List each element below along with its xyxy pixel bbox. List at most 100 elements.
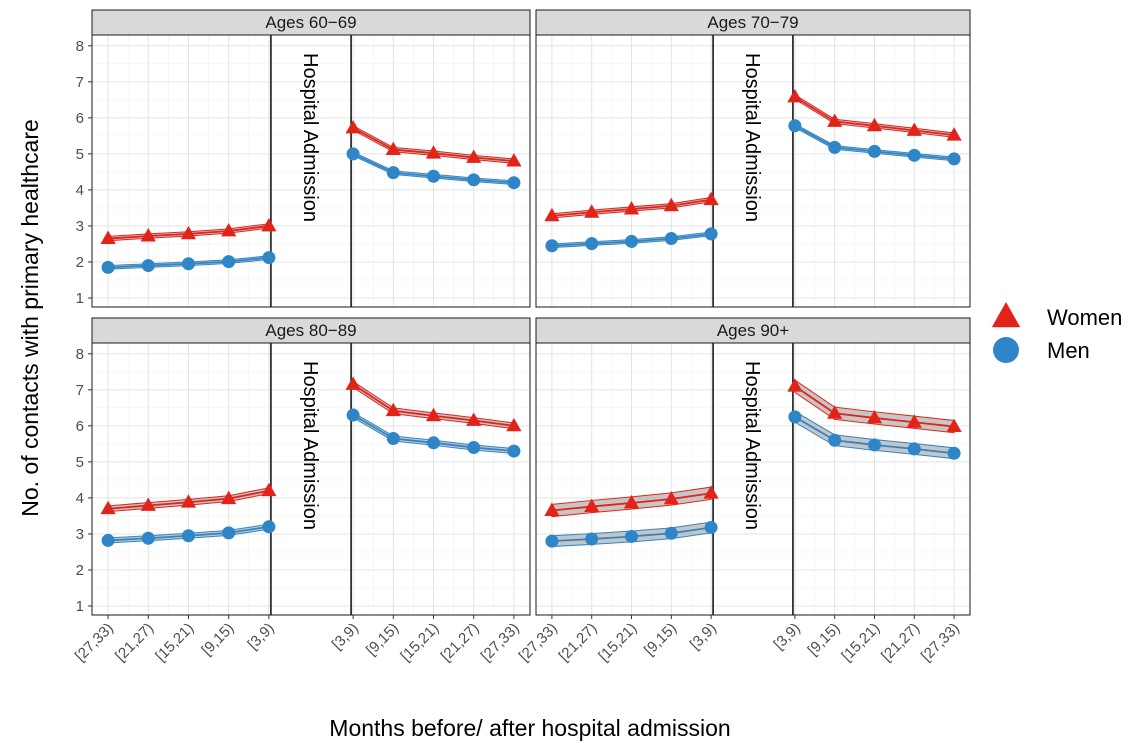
women-point (827, 113, 843, 127)
women-point (787, 88, 803, 103)
women-point (544, 207, 560, 222)
series-men (101, 408, 521, 547)
panel-strip (535, 9, 971, 36)
panel-strip (91, 9, 531, 36)
men-point (222, 255, 236, 269)
women-point (827, 405, 843, 419)
y-tick-label: 3 (76, 526, 84, 543)
x-tick-label: [9,15) (641, 620, 680, 659)
admission-label: Hospital Admission (299, 53, 321, 222)
panel-title: Ages 90+ (717, 321, 789, 340)
women-point (946, 418, 962, 433)
legend-circle-icon (993, 337, 1019, 363)
men-point (181, 529, 195, 543)
admission-label: Hospital Admission (741, 361, 763, 530)
series-men (101, 147, 521, 274)
women-point (140, 497, 156, 511)
men-point (704, 520, 718, 534)
men-point (788, 119, 802, 133)
legend: Women Men (991, 302, 1122, 363)
men-point (585, 532, 599, 546)
admission-label: Hospital Admission (741, 53, 763, 222)
women-point (866, 409, 883, 424)
women-point (466, 149, 482, 163)
y-axis-title: No. of contacts with primary healthcare (17, 119, 43, 517)
men-point (101, 260, 115, 274)
x-tick-label: [3,9) (770, 620, 803, 653)
y-tick-label: 8 (76, 346, 84, 363)
women-point (466, 412, 482, 426)
men-point (386, 431, 400, 445)
women-point (663, 490, 679, 505)
x-tick-label: [3,9) (244, 620, 277, 653)
y-tick-label: 1 (76, 290, 84, 307)
y-tick-label: 8 (76, 38, 84, 55)
x-tick-label: [15,21) (397, 620, 442, 665)
chart-panels: Ages 60−69 Hospital Admission Ages 70−79 Ho… (91, 9, 971, 616)
x-tick-labels: [27,33)[21,27)[15,21) [9,15) [3,9) [3,9) [9,… (72, 615, 963, 665)
panel-1: Ages 60−69 Hospital Admission (91, 9, 531, 308)
men-point (467, 440, 481, 454)
women-point (663, 197, 679, 212)
women-point (584, 204, 600, 218)
women-point (140, 228, 156, 242)
y-tick-label: 7 (76, 74, 84, 91)
y-tick-label: 4 (76, 182, 84, 199)
women-point (787, 378, 803, 392)
women-point (180, 225, 197, 240)
x-tick-label: [15,21) (838, 620, 883, 665)
men-point (346, 408, 360, 422)
women-point (100, 500, 116, 515)
women-point (425, 145, 442, 159)
women-point (703, 485, 719, 499)
women-point (261, 482, 277, 497)
panel-title: Ages 60−69 (265, 13, 356, 32)
y-tick-label: 2 (76, 562, 84, 579)
y-tick-label: 6 (76, 110, 84, 127)
y-tick-label: 6 (76, 418, 84, 435)
men-point (507, 176, 521, 190)
panel-strip (535, 317, 971, 344)
women-point (506, 417, 522, 432)
women-point (100, 230, 116, 244)
men-point (427, 169, 441, 183)
series-men (545, 410, 961, 548)
men-point (867, 144, 881, 158)
panel-border (535, 34, 971, 308)
x-tick-label: [27,33) (478, 620, 523, 665)
men-point (101, 533, 115, 547)
x-tick-label: [21,27) (555, 620, 600, 665)
men-point (507, 444, 521, 458)
women-point (623, 494, 640, 509)
women-point (261, 217, 277, 232)
panel-border (535, 342, 971, 616)
panel-border (91, 342, 531, 616)
men-point (386, 166, 400, 180)
women-point (345, 376, 361, 390)
women-point (866, 117, 883, 132)
y-tick-label: 7 (76, 382, 84, 399)
series-women (100, 376, 522, 515)
men-point (545, 239, 559, 253)
panel-title: Ages 70−79 (707, 13, 798, 32)
women-point (345, 119, 361, 134)
y-tick-label: 3 (76, 218, 84, 235)
men-point (664, 526, 678, 540)
series-women (544, 88, 962, 222)
panel-4: Ages 90+ Hospital Admission (535, 317, 971, 616)
men-point (664, 232, 678, 246)
men-point (947, 152, 961, 166)
men-point (262, 251, 276, 265)
women-point (221, 490, 237, 505)
series-women (544, 378, 962, 518)
x-tick-label: [21,27) (878, 620, 923, 665)
legend-triangle-icon (991, 302, 1021, 328)
x-tick-label: [27,33) (72, 620, 117, 665)
women-point (544, 502, 560, 516)
women-point (221, 222, 237, 237)
men-point (625, 234, 639, 248)
x-tick-label: [21,27) (437, 620, 482, 665)
x-tick-label: [15,21) (152, 620, 197, 665)
panel-title: Ages 80−89 (265, 321, 356, 340)
